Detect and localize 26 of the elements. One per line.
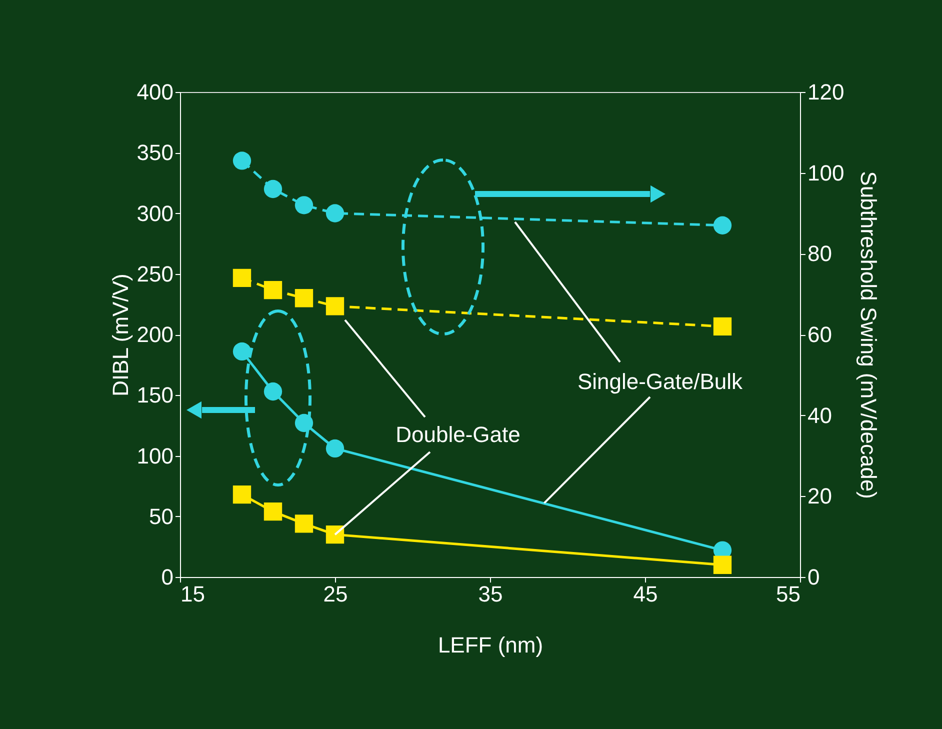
x-tick-label: 15 xyxy=(180,582,205,606)
y2-tick-label: 120 xyxy=(808,80,844,104)
y-tick-label: 300 xyxy=(136,200,174,226)
y2-tick-label: 40 xyxy=(808,402,832,428)
x-tick-label: 55 xyxy=(776,582,800,606)
x-axis-title: LEFF (nm) xyxy=(438,632,544,658)
x-tick-label: 45 xyxy=(633,582,658,606)
y-tick-label: 50 xyxy=(149,504,174,529)
y-tick-label: 250 xyxy=(136,261,174,286)
y-axis-title: DIBL (mV/V) xyxy=(108,274,133,396)
y2-tick-label: 100 xyxy=(808,160,844,186)
y2-tick-label: 0 xyxy=(808,564,820,590)
y2-axis-title: Subthreshold Swing (mV/decade) xyxy=(856,171,882,499)
y2-tick-label: 20 xyxy=(808,484,832,509)
y2-tick-label: 80 xyxy=(808,241,832,266)
annotation: Double-Gate xyxy=(396,422,520,447)
y-tick-label: 350 xyxy=(136,140,174,166)
y2-tick-label: 60 xyxy=(808,322,832,347)
y-tick-label: 200 xyxy=(136,322,174,347)
annotation: Single-Gate/Bulk xyxy=(577,369,744,394)
y-tick-label: 100 xyxy=(136,443,174,468)
x-tick-label: 25 xyxy=(323,582,348,606)
y-tick-label: 0 xyxy=(161,564,174,590)
y-tick-label: 150 xyxy=(136,382,174,408)
y-tick-label: 400 xyxy=(136,80,174,104)
x-tick-label: 35 xyxy=(478,582,503,606)
